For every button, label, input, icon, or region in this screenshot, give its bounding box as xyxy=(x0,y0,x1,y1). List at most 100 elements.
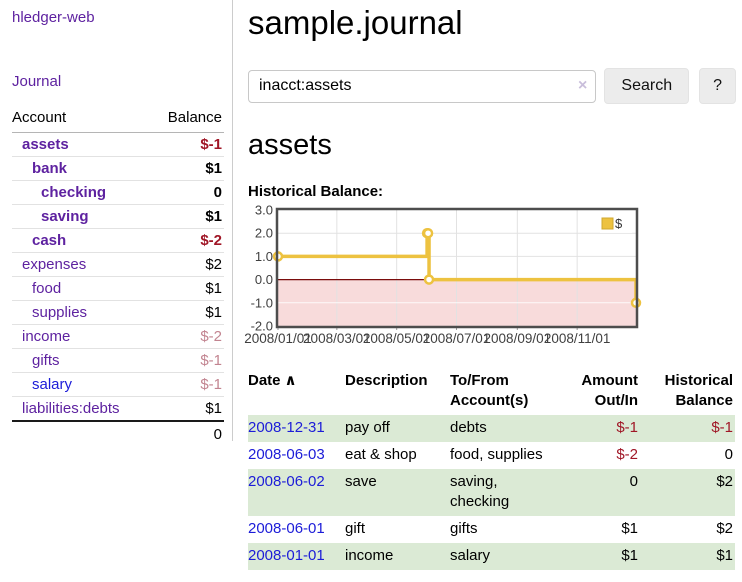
accounts-total-value: 0 xyxy=(152,420,224,446)
transaction-description: eat & shop xyxy=(345,446,417,463)
svg-text:2008/03/01: 2008/03/01 xyxy=(303,331,371,346)
transaction-balance: $-1 xyxy=(711,419,733,436)
account-link[interactable]: checking xyxy=(41,184,107,201)
account-balance: $-1 xyxy=(152,348,224,373)
transaction-accounts: salary xyxy=(450,547,491,564)
table-row: 2008-01-01 income salary $1 $1 xyxy=(248,543,735,570)
account-link[interactable]: gifts xyxy=(32,352,60,369)
app-title-link[interactable]: hledger-web xyxy=(12,9,95,26)
account-balance: $1 xyxy=(152,156,224,181)
account-link[interactable]: saving xyxy=(41,208,89,225)
transaction-description: save xyxy=(345,473,377,490)
account-row: food $1 xyxy=(12,276,224,301)
svg-text:2008/05/01: 2008/05/01 xyxy=(363,331,431,346)
balance-chart-svg: 2008/01/012008/03/012008/05/012008/07/01… xyxy=(244,203,642,346)
chart-title: Historical Balance: xyxy=(248,183,384,200)
help-button[interactable]: ? xyxy=(699,68,736,104)
table-row: 2008-06-02 save saving, checking 0 $2 xyxy=(248,469,735,516)
transaction-amount: 0 xyxy=(629,473,638,490)
account-row: income $-2 xyxy=(12,324,224,349)
transaction-date-link[interactable]: 2008-06-03 xyxy=(248,446,325,463)
register-header-amount[interactable]: Amount Out/In xyxy=(581,372,638,409)
account-row: salary $-1 xyxy=(12,372,224,397)
transaction-balance: $2 xyxy=(716,473,733,490)
account-link[interactable]: income xyxy=(22,328,71,345)
transaction-accounts: gifts xyxy=(450,520,478,537)
account-link[interactable]: supplies xyxy=(32,304,88,321)
transaction-date-link[interactable]: 2008-12-31 xyxy=(248,419,325,436)
account-balance: $2 xyxy=(152,252,224,277)
transaction-amount: $-1 xyxy=(616,419,638,436)
svg-text:-1.0: -1.0 xyxy=(251,295,273,310)
transaction-accounts: saving, checking xyxy=(450,473,510,510)
transaction-balance: $1 xyxy=(716,547,733,564)
page-title: sample.journal xyxy=(248,4,463,41)
svg-text:1.0: 1.0 xyxy=(255,249,273,264)
register-header-date[interactable]: Date ∧ xyxy=(248,372,297,389)
transaction-balance: $2 xyxy=(716,520,733,537)
svg-text:2.0: 2.0 xyxy=(255,226,273,241)
account-row: cash $-2 xyxy=(12,228,224,253)
table-row: 2008-06-03 eat & shop food, supplies $-2 0 xyxy=(248,442,735,469)
transaction-balance: 0 xyxy=(724,446,733,463)
legend-label: $ xyxy=(615,216,623,231)
search-row: × Search ? xyxy=(248,68,736,104)
transaction-date-link[interactable]: 2008-01-01 xyxy=(248,547,325,564)
journal-link[interactable]: Journal xyxy=(12,73,62,90)
account-link[interactable]: cash xyxy=(32,232,67,249)
accounts-header-balance: Balance xyxy=(152,105,224,133)
register-header-accounts[interactable]: To/From Account(s) xyxy=(450,372,529,409)
svg-text:-2.0: -2.0 xyxy=(251,319,273,334)
accounts-table: Account Balance assets $-1 bank $1 checking 0… xyxy=(12,105,224,446)
main-content: sample.journal × Search ? assets Histori… xyxy=(233,0,742,570)
transaction-description: pay off xyxy=(345,419,390,436)
account-row: expenses $2 xyxy=(12,252,224,277)
search-button[interactable]: Search xyxy=(604,68,690,104)
account-balance: $-2 xyxy=(152,324,224,349)
transaction-amount: $1 xyxy=(621,547,638,564)
sort-ascending-icon: ∧ xyxy=(284,372,297,389)
svg-text:3.0: 3.0 xyxy=(255,203,273,218)
account-balance: $1 xyxy=(152,204,224,229)
account-link[interactable]: bank xyxy=(32,160,68,177)
search-box: × xyxy=(248,69,597,103)
account-row: checking 0 xyxy=(12,180,224,205)
transaction-description: income xyxy=(345,547,394,564)
table-row: 2008-06-01 gift gifts $1 $2 xyxy=(248,516,735,543)
transaction-accounts: debts xyxy=(450,419,487,436)
transaction-date-link[interactable]: 2008-06-01 xyxy=(248,520,325,537)
search-input[interactable] xyxy=(249,70,596,102)
svg-text:2008/07/01: 2008/07/01 xyxy=(423,331,491,346)
transaction-date-link[interactable]: 2008-06-02 xyxy=(248,473,325,490)
svg-text:0.0: 0.0 xyxy=(255,272,273,287)
accounts-total-spacer xyxy=(12,420,153,446)
clear-search-icon[interactable]: × xyxy=(578,76,588,94)
account-balance: $-1 xyxy=(152,372,224,397)
account-row: gifts $-1 xyxy=(12,348,224,373)
account-row: assets $-1 xyxy=(12,132,224,157)
account-balance: $1 xyxy=(152,276,224,301)
account-link[interactable]: liabilities:debts xyxy=(22,400,120,417)
table-row: 2008-12-31 pay off debts $-1 $-1 xyxy=(248,415,735,442)
transaction-description: gift xyxy=(345,520,366,537)
register-table: Date ∧ Description To/From Account(s) Amo… xyxy=(248,369,735,570)
account-row: liabilities:debts $1 xyxy=(12,396,224,422)
account-link[interactable]: assets xyxy=(22,136,69,153)
historical-balance-chart: 2008/01/01 2008/03/01 2008/05/01 2008/07/01… xyxy=(244,203,736,349)
register-header-balance[interactable]: Historical Balance xyxy=(664,372,733,409)
sidebar: hledger-web Journal Account Balance asse… xyxy=(0,0,233,446)
register-header-description[interactable]: Description xyxy=(345,372,428,389)
transaction-amount: $1 xyxy=(621,520,638,537)
account-balance: 0 xyxy=(152,180,224,205)
svg-text:2008/01/01: 2008/01/01 xyxy=(244,331,312,346)
account-balance: $1 xyxy=(152,396,224,422)
accounts-header-account: Account xyxy=(12,105,153,133)
account-balance: $1 xyxy=(152,300,224,325)
account-link[interactable]: food xyxy=(32,280,62,297)
account-row: saving $1 xyxy=(12,204,224,229)
account-row: bank $1 xyxy=(12,156,224,181)
account-link[interactable]: salary xyxy=(32,376,73,393)
account-balance: $-2 xyxy=(152,228,224,253)
transaction-amount: $-2 xyxy=(616,446,638,463)
account-link[interactable]: expenses xyxy=(22,256,87,273)
